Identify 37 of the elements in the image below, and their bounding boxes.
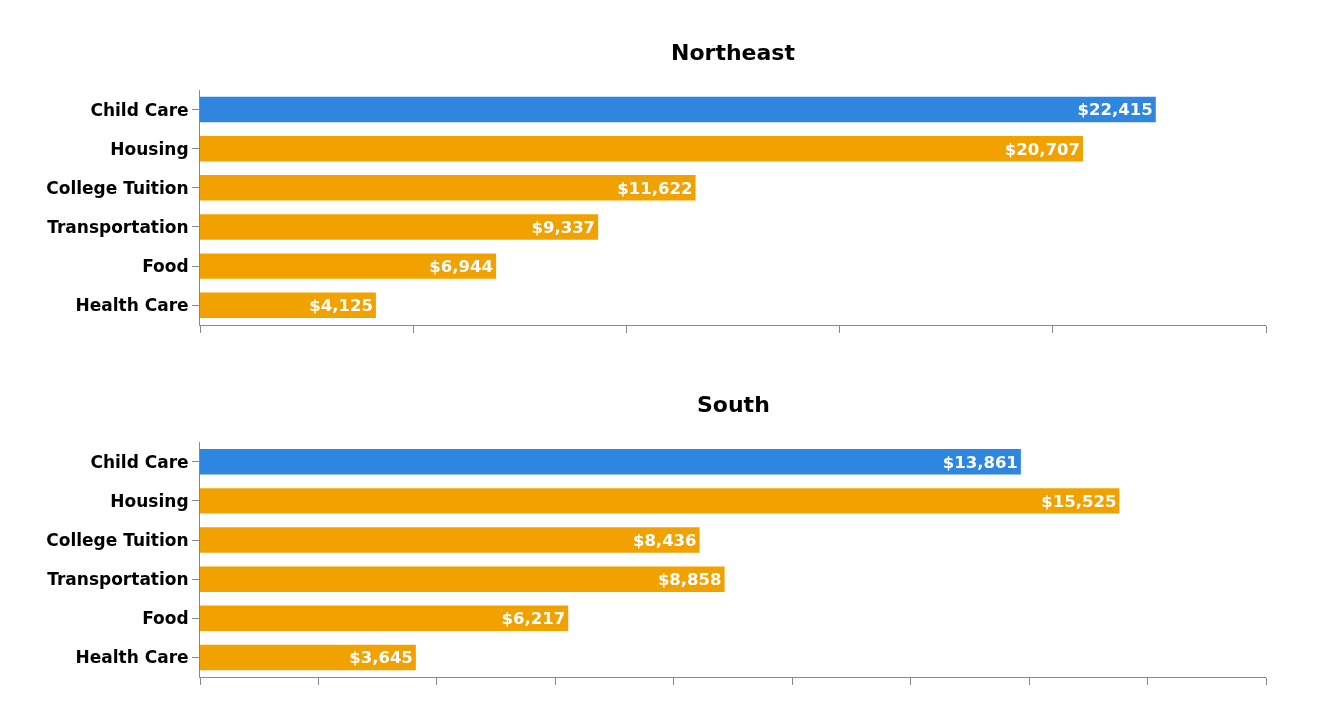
y-tick-label: Health Care: [75, 295, 189, 316]
bar: [200, 566, 725, 592]
bar: [200, 135, 1083, 162]
chart-title: South: [697, 392, 770, 417]
bar: [200, 96, 1156, 123]
data-label: $13,861: [942, 452, 1018, 472]
bar: [200, 214, 599, 240]
data-label: $20,707: [1004, 139, 1080, 159]
y-tick-label: Food: [142, 256, 189, 277]
data-label: $11,622: [617, 178, 693, 198]
bar: [200, 605, 569, 632]
data-label: $8,436: [632, 530, 697, 550]
data-label: $8,858: [657, 569, 722, 589]
y-tick-label: Housing: [110, 138, 189, 159]
data-label: $9,337: [531, 217, 596, 237]
bar: [200, 449, 1021, 475]
bar: [200, 175, 696, 201]
bar: [200, 644, 416, 671]
y-tick-label: Housing: [110, 490, 189, 511]
data-label: $6,217: [501, 609, 566, 629]
bar: [200, 253, 497, 279]
data-label: $3,645: [349, 648, 413, 668]
y-tick-label: Child Care: [90, 451, 189, 472]
bar: [200, 527, 700, 553]
y-tick-label: College Tuition: [46, 529, 189, 550]
y-tick-label: Transportation: [47, 569, 189, 590]
data-label: $4,125: [309, 296, 373, 316]
data-label: $22,415: [1077, 100, 1153, 120]
y-tick-label: Transportation: [47, 216, 189, 237]
y-tick-label: Child Care: [90, 99, 189, 120]
bar: [200, 488, 1120, 514]
data-label: $6,944: [429, 256, 493, 276]
y-tick-label: Food: [142, 608, 189, 629]
chart-title: Northeast: [671, 40, 796, 65]
y-tick-label: Health Care: [75, 647, 189, 668]
y-tick-label: College Tuition: [46, 177, 189, 198]
data-label: $15,525: [1041, 491, 1117, 511]
